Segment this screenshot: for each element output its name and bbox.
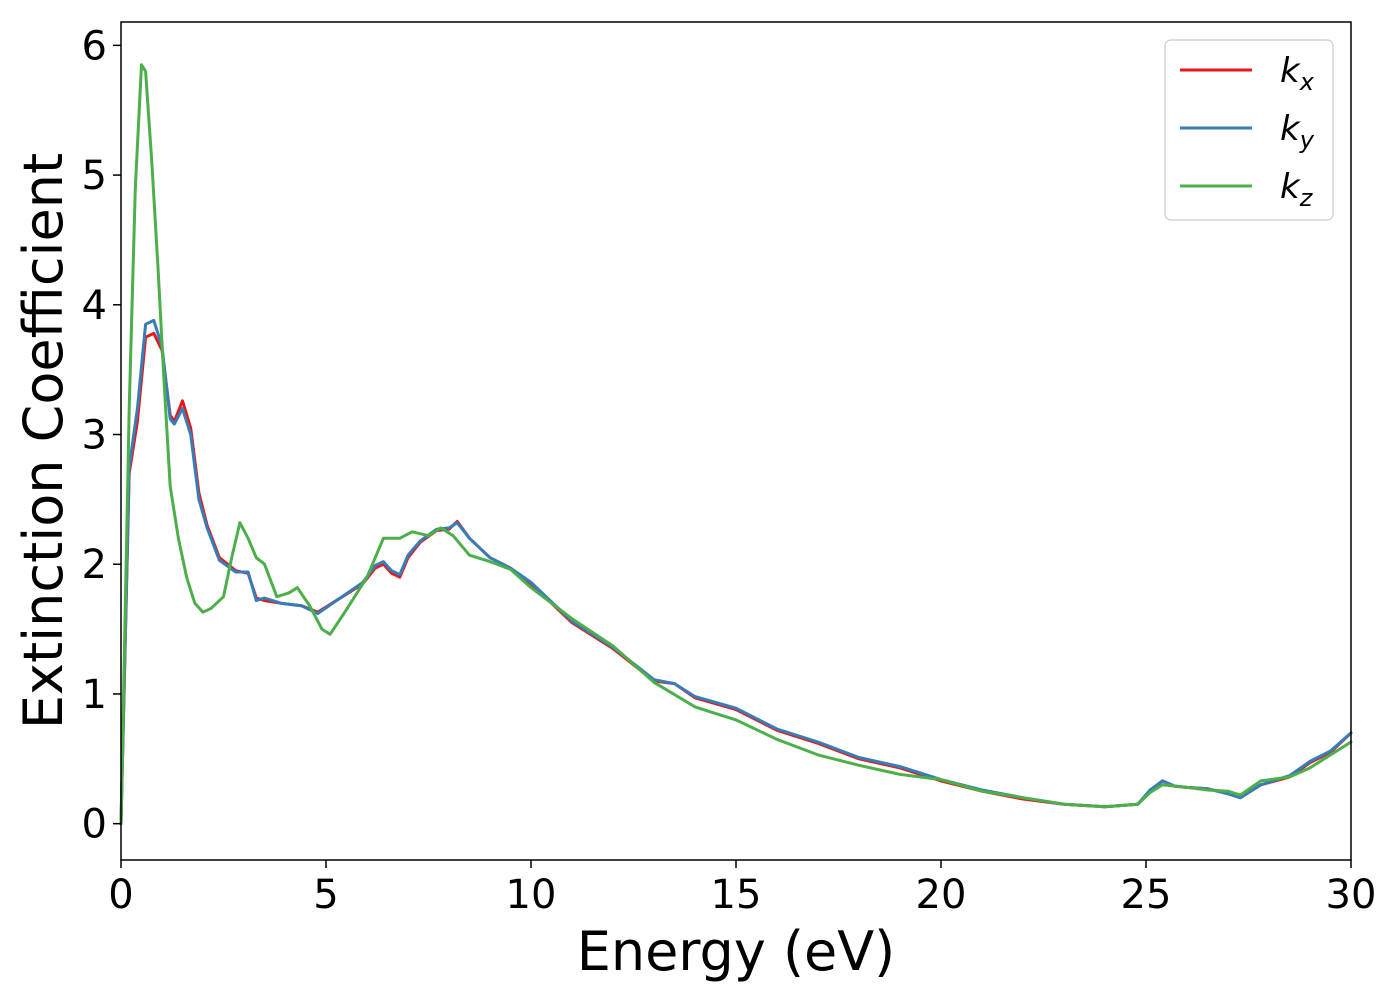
legend: kx ky kz	[1164, 39, 1334, 221]
x-tick-label: 30	[1326, 872, 1377, 918]
legend-label-kz: kz	[1280, 167, 1314, 212]
series-line-kz	[119, 63, 1353, 826]
y-tick-label: 1	[82, 672, 107, 718]
x-tick-label: 15	[711, 872, 762, 918]
x-tick-label: 5	[313, 872, 338, 918]
y-tick-label: 4	[82, 283, 107, 329]
x-tick-label: 25	[1121, 872, 1172, 918]
legend-label-kx: kx	[1280, 51, 1315, 96]
plot-lines	[119, 63, 1353, 826]
series-line-ky	[119, 318, 1353, 826]
y-axis-label: Extinction Coefficient	[12, 153, 75, 729]
x-axis-label: Energy (eV)	[577, 920, 896, 983]
x-axis-ticks: 0 5 10 15 20 25 30	[108, 860, 1376, 918]
y-tick-label: 2	[82, 542, 107, 588]
y-tick-label: 0	[82, 802, 107, 848]
legend-label-ky: ky	[1280, 109, 1315, 154]
y-axis-ticks: 0 1 2 3 4 5 6	[82, 23, 121, 848]
y-tick-label: 3	[82, 413, 107, 459]
legend-box	[1164, 39, 1334, 221]
x-tick-label: 10	[506, 872, 557, 918]
x-tick-label: 0	[108, 872, 133, 918]
y-tick-label: 6	[82, 23, 107, 69]
y-tick-label: 5	[82, 153, 107, 199]
x-tick-label: 20	[916, 872, 967, 918]
